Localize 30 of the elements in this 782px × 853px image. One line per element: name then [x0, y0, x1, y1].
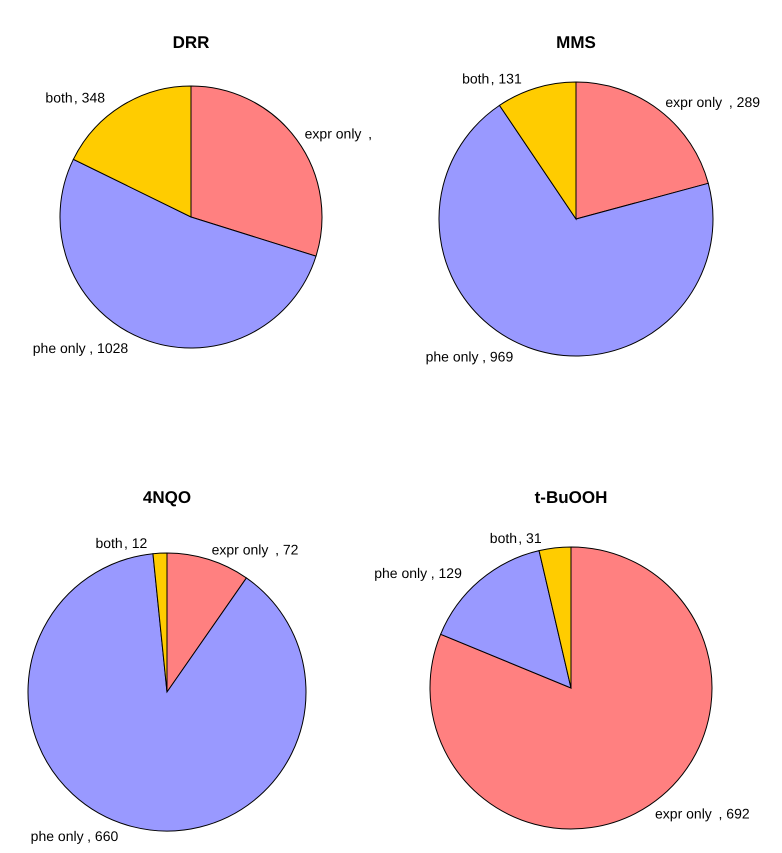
data-label: , 31	[518, 530, 542, 546]
slice-label: both	[45, 89, 73, 106]
data-label: , 129	[430, 564, 462, 581]
slice-label: phe only	[426, 348, 479, 365]
slice-label: expr only	[665, 94, 722, 110]
data-label: ,	[368, 125, 372, 142]
data-label: , 289	[728, 94, 760, 110]
data-label: , 12	[124, 535, 148, 552]
slice-label: both	[462, 70, 490, 86]
pie-slice	[430, 546, 712, 830]
chart-title: t-BuOOH	[534, 488, 608, 507]
slice-label: expr only	[304, 125, 362, 142]
data-label: , 348	[74, 89, 106, 106]
slice-label: phe only	[32, 340, 86, 356]
slice-label: expr only	[655, 805, 712, 822]
slice-label: phe only	[374, 564, 428, 581]
data-label: , 72	[275, 542, 299, 558]
data-label: , 692	[718, 805, 750, 822]
slice-label: both	[490, 530, 518, 546]
chart-title: MMS	[556, 33, 596, 52]
slice-label: both	[95, 535, 123, 552]
data-label: , 969	[482, 348, 514, 365]
data-label: , 1028	[89, 340, 128, 356]
slice-label: phe only	[30, 828, 84, 844]
data-label: , 660	[87, 828, 119, 844]
chart-title: 4NQO	[142, 488, 192, 507]
pie-slice	[440, 550, 572, 688]
data-label: , 131	[490, 70, 522, 86]
slice-label: expr only	[212, 542, 268, 558]
chart-title: DRR	[172, 33, 210, 52]
